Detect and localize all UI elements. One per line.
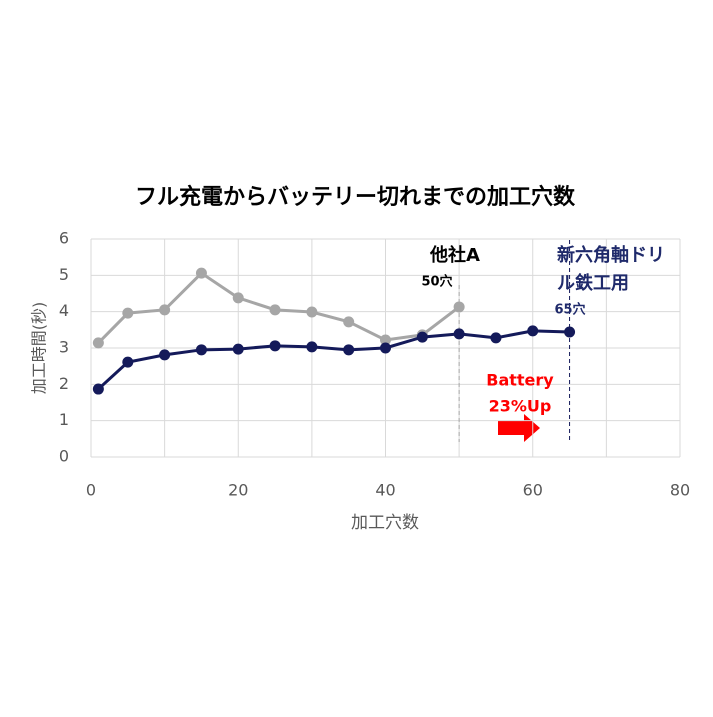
y-axis-label: 加工時間(秒)	[30, 302, 49, 395]
data-point	[527, 325, 539, 337]
annotation: 65穴	[554, 302, 585, 318]
arrow	[498, 414, 540, 442]
data-point	[159, 304, 171, 316]
data-point	[380, 342, 391, 354]
data-point	[453, 328, 465, 340]
series-line	[97, 329, 570, 391]
data-point	[416, 331, 428, 343]
data-point	[453, 301, 465, 313]
data-point	[159, 349, 171, 361]
y-tick-label: 2	[59, 374, 69, 393]
data-point	[195, 344, 207, 356]
data-point	[269, 304, 281, 316]
y-tick-label: 6	[59, 229, 69, 248]
annotation: Battery	[486, 371, 554, 390]
annotation: 50穴	[421, 274, 452, 290]
annotation: 新六角軸ドリ	[557, 244, 665, 266]
annotation: ル鉄工用	[557, 272, 629, 294]
data-point	[122, 307, 134, 319]
data-point	[92, 337, 104, 349]
y-tick-label: 3	[59, 338, 69, 357]
data-point	[380, 334, 391, 346]
annotation: 23%Up	[489, 397, 552, 416]
x-axis-label: 加工穴数	[351, 513, 419, 533]
data-point	[232, 292, 244, 304]
y-tick-label: 4	[59, 301, 69, 320]
data-point	[269, 340, 281, 352]
y-tick-label: 1	[59, 410, 69, 429]
data-point	[343, 316, 355, 328]
x-tick-label: 20	[228, 481, 248, 500]
data-point	[343, 344, 355, 356]
y-tick-label: 5	[59, 265, 69, 284]
chart-title: フル充電からバッテリー切れまでの加工穴数	[135, 184, 576, 210]
x-tick-label: 40	[375, 481, 395, 500]
data-point	[232, 343, 244, 355]
x-tick-label: 0	[86, 481, 96, 500]
data-point	[490, 332, 502, 344]
x-tick-label: 60	[523, 481, 543, 500]
data-point	[306, 341, 318, 353]
annotation: 他社A	[429, 244, 480, 266]
x-tick-label: 80	[670, 481, 690, 500]
data-point	[195, 267, 207, 279]
y-tick-label: 0	[59, 447, 69, 466]
data-point	[564, 326, 576, 338]
data-point	[306, 306, 318, 318]
data-point	[122, 356, 134, 368]
data-point	[92, 383, 104, 395]
